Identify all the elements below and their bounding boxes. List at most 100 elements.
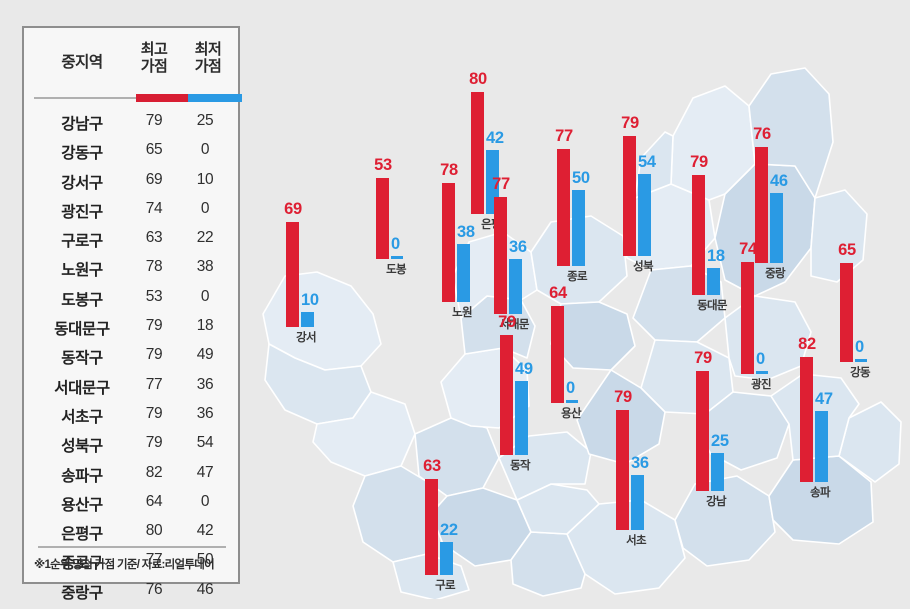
bar-value-max: 79 [690,153,708,171]
column-header-min-line2: 가점 [194,57,222,75]
footer-divider-rule [38,546,226,548]
bar-value-max: 79 [498,313,516,331]
map-districts [262,67,902,599]
bar-value-max: 79 [621,114,639,132]
bar-value-min: 36 [509,238,527,256]
table-cell-max-score: 80 [145,522,163,540]
table-cell-min-score: 0 [200,492,210,510]
table-cell-min-score: 0 [200,199,210,217]
bar-min-score [509,259,522,314]
map-marker-label: 중랑 [765,268,785,280]
bar-min-score [770,193,783,263]
table-cell-min-score: 36 [196,404,214,422]
seoul-map-shape [262,67,902,599]
bar-min-score [572,190,585,266]
table-cell-region: 성북구 [61,438,103,456]
bar-value-max: 79 [614,388,632,406]
map-marker-label: 성북 [633,261,653,273]
map-marker-label: 광진 [751,379,771,391]
table-cell-max-score: 78 [145,258,163,276]
bar-value-max: 65 [838,241,856,259]
table-row: 종로구 77 50 [24,549,238,578]
legend-color-bar [34,94,242,102]
bar-max-score [692,175,705,295]
map-marker-label: 강남 [706,496,726,508]
table-cell-max-score: 79 [145,346,163,364]
bar-max-score [551,306,564,403]
table-cell-region: 중랑구 [61,584,103,602]
table-row: 송파구 82 47 [24,462,238,491]
bar-min-score [855,359,867,362]
bar-min-score [440,542,453,575]
table-cell-region: 동작구 [61,350,103,368]
bar-value-min: 18 [707,247,725,265]
bar-value-min: 50 [572,169,590,187]
header-divider-rule [34,97,138,99]
bar-min-score [815,411,828,482]
table-body: 강남구 79 25 강동구 65 0 강서구 69 10 광진구 74 0 구로구 63 22 노원구 78 38… [24,110,238,608]
bar-value-max: 80 [469,70,487,88]
bar-value-max: 69 [284,200,302,218]
table-header: 중지역 최고 가점 최저 가점 [24,28,238,94]
table-row: 도봉구 53 0 [24,286,238,315]
table-cell-region: 종로구 [61,555,103,573]
map-marker-label: 동작 [510,460,530,472]
bar-value-min: 0 [391,235,400,253]
bar-max-score [494,197,507,314]
bar-value-min: 0 [756,350,765,368]
column-header-max-line1: 최고 [140,41,168,58]
map-marker-label: 구로 [435,580,455,592]
bar-value-max: 77 [492,175,510,193]
map-marker-label: 강동 [850,367,870,379]
map-marker-label: 서초 [626,535,646,547]
table-row: 용산구 64 0 [24,491,238,520]
bar-min-score [638,174,651,256]
table-cell-min-score: 42 [196,522,214,540]
bar-value-max: 79 [694,349,712,367]
table-cell-min-score: 18 [196,317,214,335]
bar-max-score [425,479,438,575]
table-cell-max-score: 63 [145,229,163,247]
bar-min-score [391,256,403,259]
bar-value-max: 53 [374,156,392,174]
bar-max-score [557,149,570,266]
bar-max-score [741,262,754,374]
table-cell-max-score: 77 [145,375,163,393]
bar-value-min: 49 [515,360,533,378]
table-cell-max-score: 76 [145,580,163,598]
bar-min-score [515,381,528,455]
bar-max-score [840,263,853,362]
table-cell-max-score: 79 [145,434,163,452]
column-header-min-score: 최저 가점 [180,41,236,76]
bar-value-min: 0 [566,379,575,397]
bar-min-score [301,312,314,327]
bar-value-min: 46 [770,172,788,190]
bar-max-score [471,92,484,214]
table-row: 중랑구 76 46 [24,579,238,608]
bar-max-score [623,136,636,256]
bar-min-score [707,268,720,295]
table-row: 성북구 79 54 [24,432,238,461]
bar-value-max: 64 [549,284,567,302]
table-cell-region: 구로구 [61,233,103,251]
table-cell-min-score: 36 [196,375,214,393]
table-row: 광진구 74 0 [24,198,238,227]
bar-value-max: 63 [423,457,441,475]
bar-max-score [286,222,299,327]
table-cell-region: 도봉구 [61,291,103,309]
map-marker-label: 서대문 [499,319,529,331]
table-cell-max-score: 53 [145,287,163,305]
table-cell-region: 은평구 [61,526,103,544]
bar-max-score [376,178,389,259]
bar-value-max: 74 [739,240,757,258]
table-cell-max-score: 74 [145,199,163,217]
table-cell-min-score: 50 [196,551,214,569]
table-row: 동작구 79 49 [24,344,238,373]
column-header-max-line2: 가점 [140,57,168,75]
table-cell-min-score: 25 [196,112,214,129]
bar-value-min: 10 [301,291,319,309]
map-marker-label: 동대문 [697,300,727,312]
table-cell-max-score: 65 [145,141,163,159]
table-cell-region: 노원구 [61,262,103,280]
